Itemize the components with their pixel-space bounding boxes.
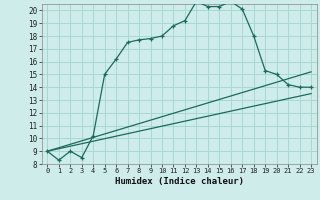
X-axis label: Humidex (Indice chaleur): Humidex (Indice chaleur) [115, 177, 244, 186]
